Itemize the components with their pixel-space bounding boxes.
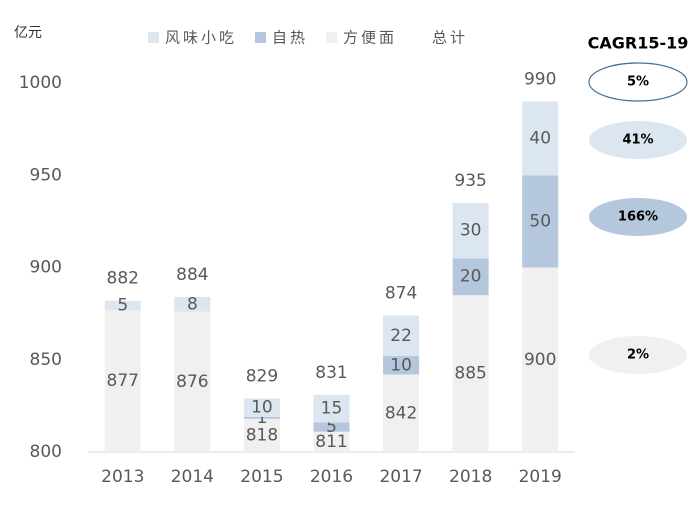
x-tick-label: 2018	[449, 467, 492, 487]
data-label: 30	[460, 221, 482, 241]
bar-segment	[522, 267, 559, 452]
total-label: 990	[524, 69, 556, 89]
bar-segment	[452, 258, 489, 296]
x-tick-label: 2015	[240, 467, 283, 487]
total-label: 882	[107, 269, 139, 289]
legend-label: 风味小吃	[165, 29, 237, 47]
legend-swatch	[326, 32, 338, 43]
bar-segment	[522, 101, 559, 176]
data-label: 811	[315, 432, 347, 452]
bar-segment	[383, 356, 420, 375]
bar-segment	[313, 431, 350, 452]
legend-label: 总计	[432, 29, 468, 47]
y-tick-label: 950	[30, 165, 62, 185]
data-label: 10	[390, 355, 412, 375]
total-label: 874	[385, 283, 417, 303]
bar-segment	[243, 418, 280, 452]
x-tick-label: 2014	[171, 467, 214, 487]
cagr-label: 5%	[627, 75, 649, 90]
legend-swatch	[255, 32, 267, 43]
bar-segment	[243, 416, 280, 419]
y-tick-label: 1000	[19, 73, 62, 93]
cagr-title: CAGR15-19	[588, 34, 689, 53]
total-label: 884	[176, 265, 208, 285]
data-label: 876	[176, 372, 208, 392]
total-label: 829	[246, 366, 278, 386]
data-label: 50	[529, 211, 551, 231]
legend-label: 方便面	[343, 29, 397, 47]
y-unit: 亿元	[14, 25, 42, 41]
cagr-label: 166%	[618, 210, 658, 225]
bar-segment	[522, 175, 559, 268]
y-tick-label: 800	[30, 442, 62, 462]
data-label: 900	[524, 350, 556, 370]
data-label: 885	[454, 364, 486, 384]
data-label: 5	[326, 417, 337, 437]
y-tick-label: 900	[30, 258, 62, 278]
cagr-ellipse	[589, 198, 687, 236]
data-label: 15	[321, 399, 343, 419]
cagr-label: 2%	[627, 348, 649, 363]
data-label: 842	[385, 403, 417, 423]
bar-segment	[313, 394, 350, 423]
data-label: 818	[246, 425, 278, 445]
data-label: 22	[390, 326, 412, 346]
bar-segment	[383, 315, 420, 357]
data-label: 877	[107, 371, 139, 391]
total-label: 935	[454, 171, 486, 191]
data-label: 8	[187, 294, 198, 314]
y-tick-label: 850	[30, 350, 62, 370]
x-tick-label: 2019	[519, 467, 562, 487]
bar-segment	[313, 422, 350, 432]
bar-segment	[174, 297, 211, 312]
cagr-label: 41%	[622, 133, 653, 148]
legend-label: 自热	[272, 29, 308, 47]
cagr-ellipse	[588, 62, 688, 102]
x-tick-label: 2013	[101, 467, 144, 487]
data-label: 10	[251, 398, 273, 418]
data-label: 1	[257, 408, 268, 428]
bar-segment	[452, 202, 489, 259]
cagr-ellipse	[589, 121, 687, 159]
total-label: 831	[315, 363, 347, 383]
bar-segment	[174, 311, 211, 452]
legend-swatch	[148, 32, 159, 43]
data-label: 5	[117, 295, 128, 315]
bar-segment	[104, 300, 141, 310]
data-label: 20	[460, 267, 482, 287]
x-tick-label: 2016	[310, 467, 353, 487]
bar-segment	[243, 398, 280, 417]
bar-segment	[383, 374, 420, 452]
x-tick-label: 2017	[379, 467, 422, 487]
bar-segment	[452, 295, 489, 452]
cagr-ellipse	[589, 336, 687, 374]
data-label: 40	[529, 128, 551, 148]
bar-segment	[104, 309, 141, 452]
